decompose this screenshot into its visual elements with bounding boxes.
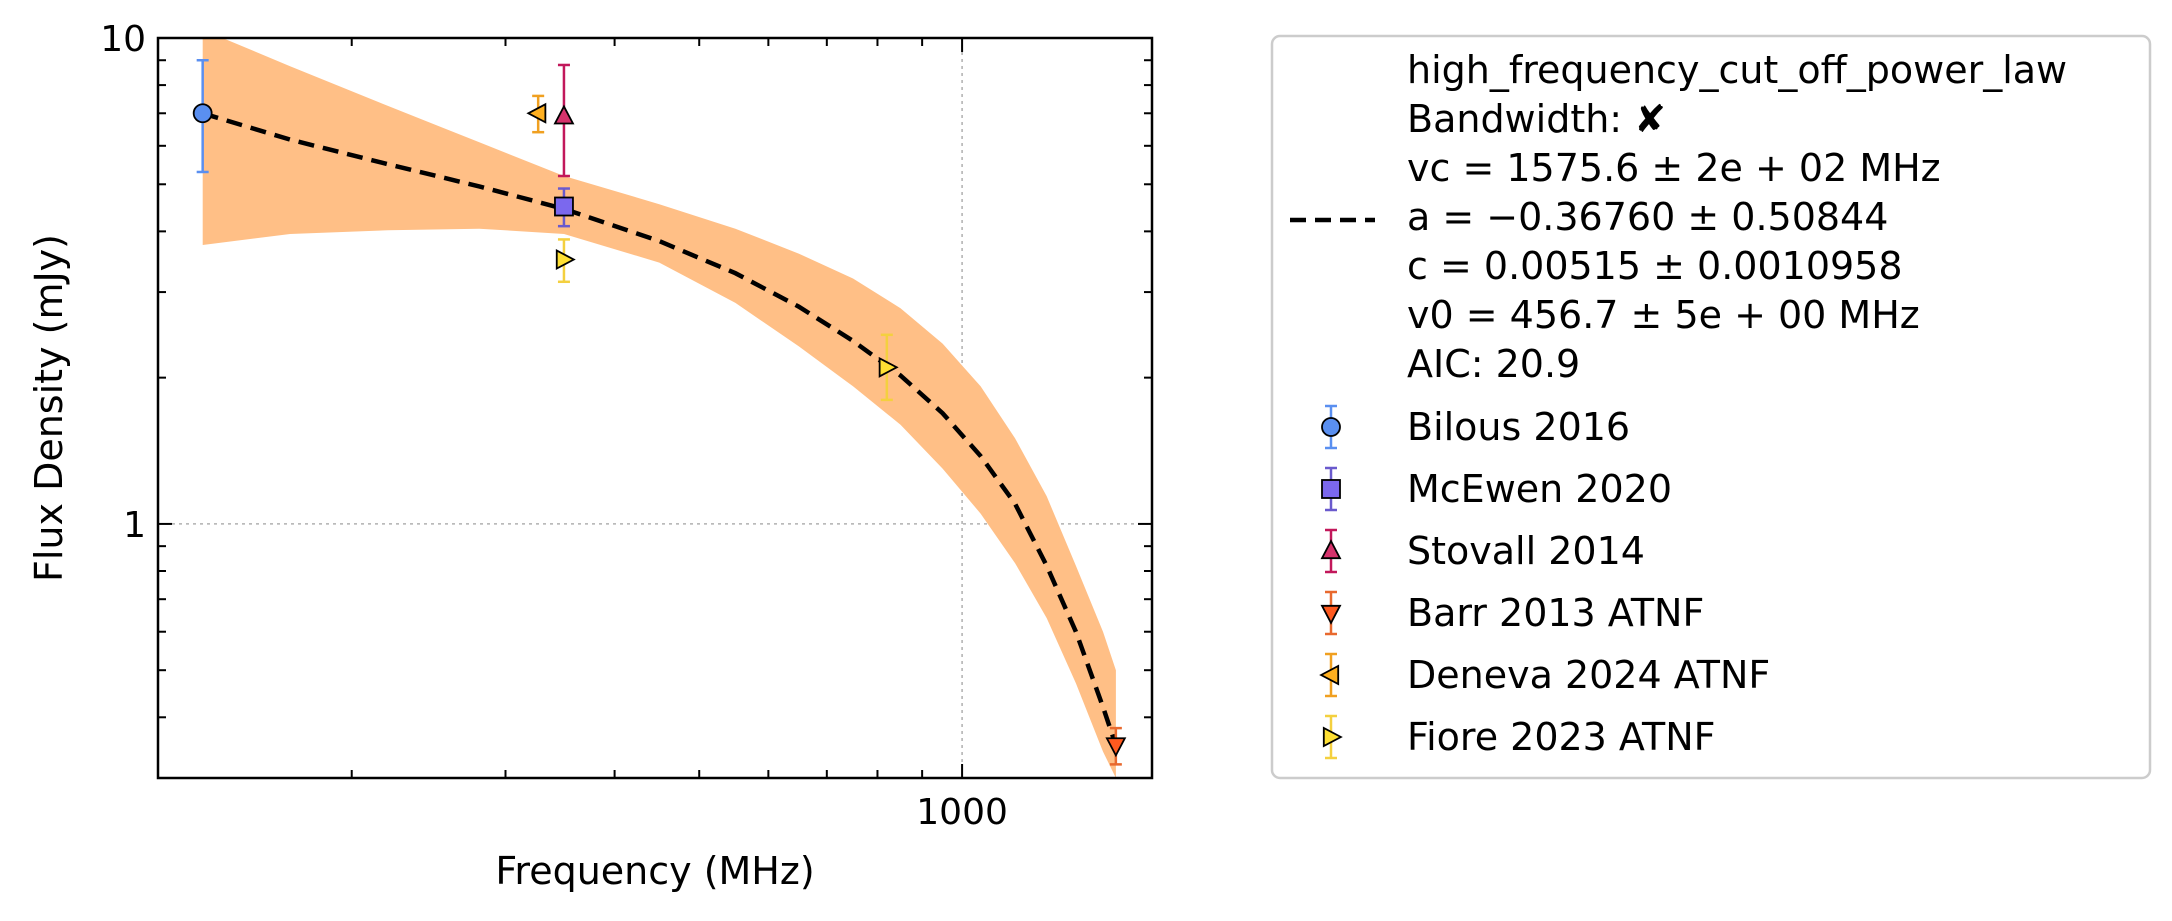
legend-fit-label-line: a = −0.36760 ± 0.50844 <box>1407 195 1888 239</box>
data-point <box>878 356 899 378</box>
y-tick-label: 10 <box>100 19 146 60</box>
legend-label: Fiore 2023 ATNF <box>1407 715 1715 759</box>
legend-fit-label-line: high_frequency_cut_off_power_law <box>1407 48 2067 92</box>
legend-label: Stovall 2014 <box>1407 529 1645 573</box>
legend-fit-label-line: c = 0.00515 ± 0.0010958 <box>1407 244 1903 288</box>
legend: high_frequency_cut_off_power_law Bandwidt… <box>1270 34 2152 780</box>
legend-label: Barr 2013 ATNF <box>1407 591 1704 635</box>
data-point <box>526 102 547 124</box>
legend-entry: McEwen 2020 <box>1321 466 1672 512</box>
legend-fit-label-line: AIC: 20.9 <box>1407 342 1580 386</box>
legend-marker <box>1320 604 1342 625</box>
x-tick-label: 1000 <box>916 792 1008 833</box>
data-point <box>192 103 213 124</box>
legend-entry: Deneva 2024 ATNF <box>1319 652 1770 698</box>
axes-frame <box>156 36 1154 780</box>
legend-label: McEwen 2020 <box>1407 467 1672 511</box>
x-axis-label: Frequency (MHz) <box>495 849 814 893</box>
legend-marker <box>1321 417 1341 437</box>
legend-entry: Fiore 2023 ATNF <box>1322 714 1715 760</box>
legend-entry: Barr 2013 ATNF <box>1320 590 1704 636</box>
legend-marker <box>1320 539 1342 560</box>
y-axis-label: Flux Density (mJy) <box>27 234 71 582</box>
legend-fit-label-line: v0 = 456.7 ± 5e + 00 MHz <box>1407 293 1920 337</box>
fit-line <box>202 111 1119 747</box>
legend-label: Bilous 2016 <box>1407 405 1630 449</box>
fit-uncertainty-band <box>202 38 1116 778</box>
y-tick-label: 1 <box>123 505 146 546</box>
data-points <box>192 58 1127 766</box>
legend-marker <box>1322 726 1343 748</box>
legend-label: Deneva 2024 ATNF <box>1407 653 1770 697</box>
legend-fit-label-line: vc = 1575.6 ± 2e + 02 MHz <box>1407 146 1941 190</box>
legend-entry: Stovall 2014 <box>1320 528 1645 574</box>
data-point <box>553 104 575 125</box>
data-point <box>554 196 574 217</box>
legend-box <box>1270 34 2152 780</box>
legend-marker <box>1319 664 1340 686</box>
legend-marker <box>1321 479 1341 499</box>
legend-entry: Bilous 2016 <box>1321 404 1630 450</box>
data-point <box>1105 737 1127 758</box>
plot-area <box>158 38 1152 778</box>
legend-fit-label-line: Bandwidth: ✘ <box>1407 97 1666 141</box>
axes: 1000 1 10 Frequency (MHz) Flux Density (mJy) <box>27 19 1154 893</box>
data-point <box>555 249 576 271</box>
